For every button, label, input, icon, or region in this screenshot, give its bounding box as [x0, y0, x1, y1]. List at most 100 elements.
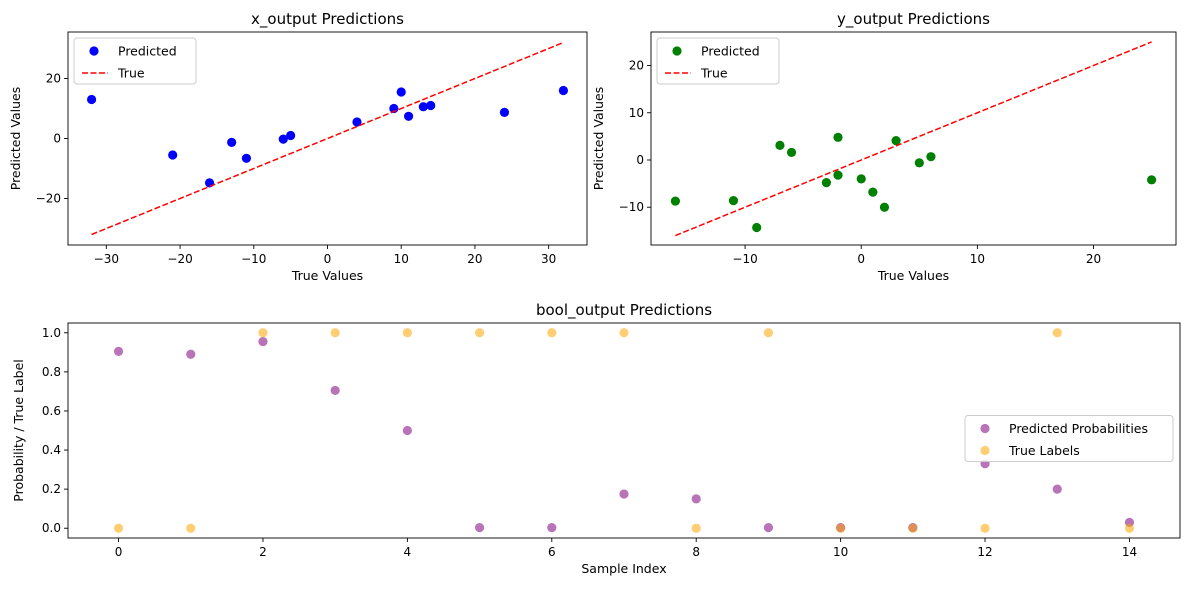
data-point: [474, 328, 485, 338]
plot-area: [86, 41, 569, 236]
data-point: [330, 385, 340, 396]
y-tick-label: 20: [629, 59, 644, 73]
x-tick-label: 4: [404, 545, 412, 559]
data-point: [908, 523, 918, 533]
x-tick-label: 2: [259, 545, 267, 559]
x-tick-label: −10: [732, 252, 757, 266]
legend-label: Predicted: [118, 44, 177, 59]
data-point: [775, 140, 785, 150]
data-point: [113, 523, 124, 533]
data-point: [1052, 328, 1062, 338]
x-tick-label: −20: [167, 252, 192, 266]
data-point: [396, 87, 406, 97]
data-point: [352, 117, 362, 127]
legend: Predicted True: [73, 37, 197, 85]
data-point: [980, 523, 990, 533]
y-tick-label: 0.6: [42, 404, 61, 418]
data-point: [286, 130, 296, 141]
x-output-chart: x_output Predictions −30 −20 −10 0 10 20 30 −20 0…: [8, 10, 588, 283]
data-point: [499, 107, 510, 117]
x-tick-label: −30: [94, 252, 119, 266]
data-point: [168, 150, 178, 160]
y-tick-label: 0.4: [42, 443, 61, 457]
x-axis-label: Sample Index: [581, 561, 666, 576]
data-point: [914, 158, 924, 168]
x-tick-label: 8: [692, 545, 700, 559]
data-point: [619, 328, 629, 338]
data-point: [86, 94, 97, 105]
data-point: [278, 134, 288, 144]
y-tick-label: 20: [46, 72, 61, 86]
data-point: [418, 102, 428, 112]
legend-marker: [89, 46, 99, 56]
x-tick-label: 10: [970, 252, 985, 266]
data-point: [833, 170, 843, 180]
legend-box: [964, 415, 1174, 462]
data-point: [691, 523, 701, 533]
data-point: [836, 523, 846, 533]
y-tick-label: 0: [636, 153, 644, 167]
data-point: [763, 523, 774, 533]
x-tick-label: 10: [394, 252, 409, 266]
legend-label: True: [700, 66, 728, 81]
x-tick-label: 14: [1122, 545, 1137, 559]
data-point: [1124, 523, 1135, 533]
y-tick-label: 10: [629, 106, 644, 120]
data-point: [227, 137, 237, 147]
y-axis-label: Probability / True Label: [11, 359, 26, 501]
data-point: [856, 174, 866, 184]
legend: Predicted Probabilities True Labels: [964, 415, 1174, 462]
y-tick-label: −10: [619, 200, 644, 214]
x-tick-label: 20: [467, 252, 482, 266]
data-point: [558, 85, 569, 96]
data-point: [786, 147, 797, 158]
data-point: [474, 523, 485, 533]
data-point: [241, 153, 252, 163]
legend-label: Predicted Probabilities: [1009, 421, 1148, 436]
y-tick-label: 1.0: [42, 326, 61, 340]
x-tick-label: −10: [241, 252, 266, 266]
legend-label: True: [117, 66, 145, 81]
data-point: [258, 328, 268, 338]
data-point: [926, 152, 936, 162]
y-axis-label: Predicted Values: [8, 87, 23, 191]
x-axis-label: True Values: [291, 268, 363, 283]
x-tick-label: 0: [857, 252, 865, 266]
y-output-chart: y_output Predictions −10 0 10 20 −10 0 10 20 True…: [591, 10, 1177, 283]
x-tick-label: 0: [324, 252, 332, 266]
legend-label: True Labels: [1008, 443, 1080, 458]
x-axis-label: True Values: [877, 268, 949, 283]
data-point: [426, 100, 436, 111]
data-point: [670, 196, 680, 206]
legend-marker: [980, 445, 990, 456]
data-point: [204, 178, 215, 188]
x-tick-label: 20: [1086, 252, 1101, 266]
x-tick-label: 10: [833, 545, 848, 559]
axes-frame: [67, 322, 1181, 539]
x-tick-label: 0: [115, 545, 123, 559]
chart-title: y_output Predictions: [837, 10, 990, 29]
legend: Predicted True: [656, 37, 780, 85]
data-point: [547, 328, 557, 338]
data-point: [1052, 484, 1062, 494]
y-tick-label: −20: [36, 192, 61, 206]
y-tick-label: 0.0: [42, 521, 61, 535]
data-point: [752, 222, 762, 233]
data-point: [403, 111, 414, 121]
data-point: [186, 349, 196, 359]
data-point: [113, 346, 124, 356]
true-line: [675, 41, 1152, 237]
plot-area: [113, 328, 1135, 533]
data-point: [763, 328, 774, 338]
data-point: [402, 425, 412, 436]
data-point: [619, 489, 629, 499]
x-tick-label: 30: [541, 252, 556, 266]
data-point: [186, 523, 196, 533]
data-point: [891, 136, 901, 146]
legend-marker: [980, 423, 990, 434]
y-tick-label: 0.2: [42, 482, 61, 496]
legend-label: Predicted: [701, 44, 760, 59]
legend-marker: [672, 46, 682, 56]
data-point: [402, 328, 412, 338]
